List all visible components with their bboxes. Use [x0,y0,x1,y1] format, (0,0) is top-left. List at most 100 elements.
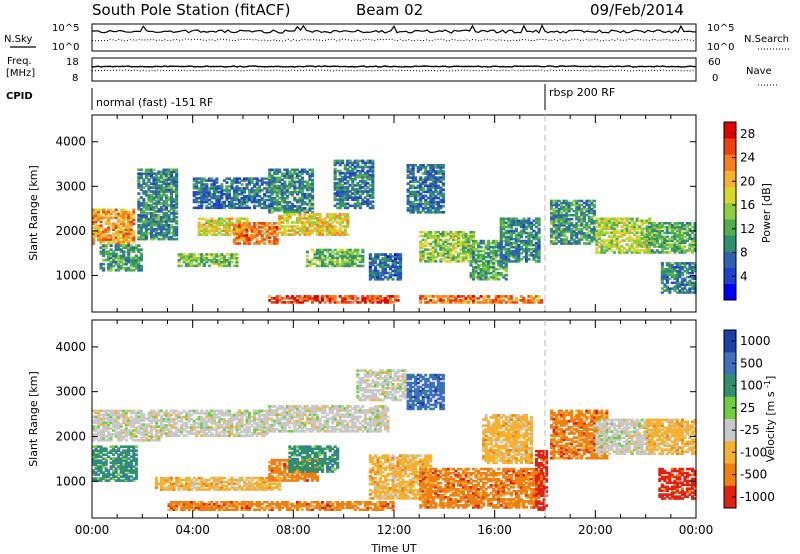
range-cell [424,166,428,169]
range-cell [550,205,554,209]
range-cell [227,177,231,180]
range-cell [331,295,335,298]
range-cell [575,215,579,219]
range-cell [628,221,632,225]
range-cell [318,264,322,268]
range-cell [290,227,294,230]
range-cell [263,206,267,210]
range-cell [142,212,146,215]
range-cell [232,206,236,210]
range-cell [560,240,564,243]
range-cell [205,179,209,182]
range-cell [685,223,689,227]
range-cell [532,235,536,239]
range-cell [472,257,476,261]
range-cell [524,249,528,253]
range-cell [361,175,365,179]
range-cell [670,235,674,239]
range-cell [499,249,503,253]
range-cell [210,258,214,262]
range-cell [238,234,242,237]
range-cell [653,235,657,239]
range-cell [469,244,473,247]
range-cell [205,258,209,262]
range-cell [142,237,146,241]
range-cell [265,183,269,186]
range-cell [572,199,576,203]
range-cell [527,258,531,261]
range-cell [396,255,400,258]
range-cell [124,240,128,243]
range-cell [258,187,262,190]
range-cell [477,265,481,269]
range-cell [441,234,445,238]
range-cell [670,269,674,273]
range-cell [366,161,370,165]
range-cell [104,439,108,442]
range-cell [255,183,259,186]
range-cell [343,202,347,206]
range-cell [323,248,327,252]
range-cell [170,170,174,174]
range-cell [112,210,116,214]
range-cell [665,289,669,292]
range-cell [142,222,146,225]
range-cell [162,182,166,185]
range-cell [595,243,599,246]
range-cell [268,295,272,298]
range-cell [172,182,176,185]
range-cell [587,199,591,203]
range-cell [477,273,481,277]
range-cell [348,250,352,254]
range-cell [414,164,418,167]
range-cell [107,437,111,440]
range-cell [172,210,176,213]
range-cell [550,219,554,223]
range-cell [434,230,438,234]
range-cell [394,263,398,267]
range-cell [114,268,118,272]
range-cell [308,202,312,206]
range-cell [159,233,163,237]
range-cell [227,229,231,232]
range-cell [165,178,169,181]
range-cell [504,249,508,253]
range-cell [293,205,297,208]
range-cell [248,179,252,182]
range-cell [524,247,528,251]
range-cell [343,264,347,268]
range-cell [570,234,574,237]
range-cell [172,208,176,211]
range-cell [376,257,380,260]
range-cell [172,218,176,221]
range-cell [348,171,352,175]
range-cell [643,243,647,246]
range-cell [562,232,566,235]
range-cell [102,413,106,417]
range-cell [318,254,322,258]
range-cell [449,301,453,304]
range-cell [253,204,257,208]
range-cell [222,202,226,206]
range-cell [338,262,342,266]
range-cell [220,185,224,188]
range-cell [270,174,274,178]
range-cell [293,231,297,234]
range-cell [615,237,619,240]
range-cell [293,168,297,172]
range-cell [298,170,302,174]
range-cell [328,227,332,230]
range-cell [381,299,385,302]
range-cell [338,182,342,185]
range-cell [383,267,387,271]
range-cell [688,275,692,279]
range-cell [351,204,355,208]
range-cell [396,299,400,302]
range-cell [391,265,395,269]
range-cell [275,200,279,204]
range-cell [565,209,569,213]
range-cell [250,191,254,194]
range-cell [567,224,571,227]
range-cell [210,185,214,188]
